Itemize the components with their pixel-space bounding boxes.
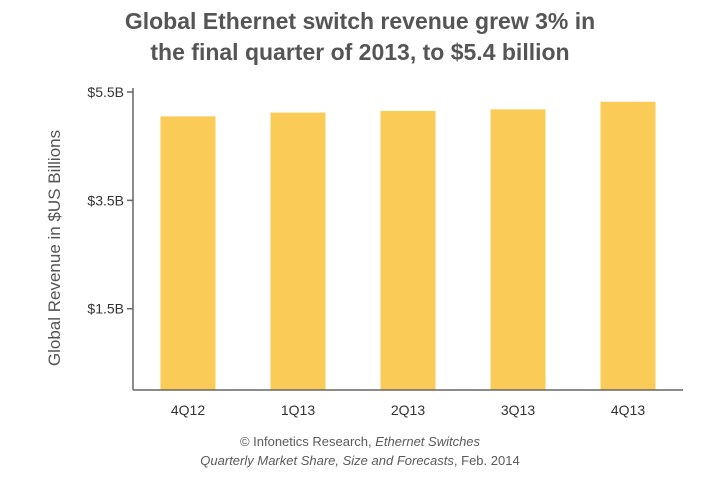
y-tick-label-2: $5.5B xyxy=(87,84,124,100)
source-report-name: Ethernet Switches xyxy=(375,434,481,449)
bar-2Q13 xyxy=(380,110,436,391)
bar-3Q13 xyxy=(490,109,546,390)
y-tick-label-1: $3.5B xyxy=(87,192,124,208)
bar-4Q13 xyxy=(600,101,656,391)
source-report-subtitle: Quarterly Market Share, Size and Forecas… xyxy=(200,453,454,468)
source-line-1: © Infonetics Research, Ethernet Switches xyxy=(0,432,720,451)
source-line-2: Quarterly Market Share, Size and Forecas… xyxy=(0,451,720,470)
y-axis-label: Global Revenue in $US Billions xyxy=(45,129,64,367)
bar-4Q12 xyxy=(160,116,216,390)
x-tick-label-4Q12: 4Q12 xyxy=(171,402,205,418)
source-date: , Feb. 2014 xyxy=(453,453,520,468)
chart-title-line-2: the final quarter of 2013, to $5.4 billi… xyxy=(150,39,570,65)
x-tick-label-2Q13: 2Q13 xyxy=(391,402,425,418)
source-note: © Infonetics Research, Ethernet Switches… xyxy=(0,432,720,470)
x-tick-label-3Q13: 3Q13 xyxy=(501,402,535,418)
x-tick-label-1Q13: 1Q13 xyxy=(281,402,315,418)
y-tick-label-0: $1.5B xyxy=(87,301,124,317)
chart-title-line-1: Global Ethernet switch revenue grew 3% i… xyxy=(124,8,596,34)
bar-1Q13 xyxy=(270,112,326,391)
x-tick-label-4Q13: 4Q13 xyxy=(611,402,645,418)
source-prefix: © Infonetics Research, xyxy=(239,434,376,449)
chart-title: Global Ethernet switch revenue grew 3% i… xyxy=(0,6,720,68)
